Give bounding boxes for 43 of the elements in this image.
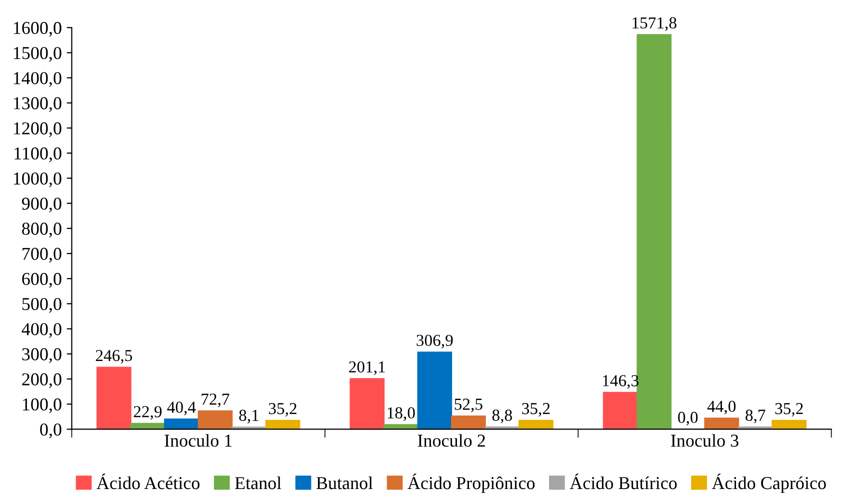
y-tick-label: 800,0	[22, 222, 62, 238]
data-label: 35,2	[775, 403, 803, 417]
data-label: 0,0	[678, 412, 698, 426]
legend-label: Ácido Acético	[96, 474, 200, 490]
y-tick-label: 1500,0	[14, 46, 62, 62]
data-label: 8,7	[746, 410, 766, 424]
y-tick-label: 1000,0	[14, 172, 62, 188]
data-label: 72,7	[202, 394, 230, 408]
y-tick-label: 200,0	[22, 373, 62, 388]
y-tick-label: 1100,0	[14, 147, 62, 162]
data-label: 44,0	[707, 400, 736, 414]
data-label: 8,1	[239, 410, 258, 424]
y-tick-label: 1400,0	[14, 72, 62, 87]
legend-label: Etanol	[235, 476, 282, 490]
data-label: 40,4	[167, 402, 196, 416]
data-label: 8,8	[492, 410, 512, 424]
legend-label: Ácido Capróico	[712, 474, 826, 493]
data-label: 35,2	[268, 403, 296, 417]
data-label: 306,9	[416, 334, 453, 348]
y-tick-label: 400,0	[22, 323, 62, 338]
data-label: 52,5	[454, 398, 482, 412]
y-tick-label: 700,0	[22, 248, 62, 263]
y-tick-label: 1300,0	[14, 97, 62, 112]
legend-label: Butanol	[316, 476, 373, 490]
data-label: 18,0	[388, 407, 415, 421]
data-label: 201,1	[349, 361, 385, 375]
y-tick-label: 1200,0	[14, 122, 62, 138]
legend-label: Ácido Propiônico	[408, 474, 535, 493]
y-tick-label: 500,0	[22, 298, 62, 313]
y-tick-label: 300,0	[22, 348, 62, 363]
x-tick-label: Inoculo 3	[671, 434, 738, 447]
data-label: 246,5	[96, 350, 132, 364]
x-tick-label: Inoculo 1	[164, 434, 232, 447]
y-tick-label: 600,0	[22, 272, 62, 288]
legend-label: Ácido Butírico	[570, 474, 677, 490]
data-label: 22,9	[134, 406, 162, 420]
y-tick-label: 0,0	[40, 423, 62, 438]
x-tick-label: Inoculo 2	[418, 434, 485, 447]
y-tick-label: 1600,0	[14, 22, 62, 37]
y-tick-label: 100,0	[22, 398, 62, 414]
y-tick-label: 900,0	[22, 198, 62, 212]
data-label: 35,2	[522, 403, 550, 417]
data-label: 1571,8	[632, 17, 676, 31]
